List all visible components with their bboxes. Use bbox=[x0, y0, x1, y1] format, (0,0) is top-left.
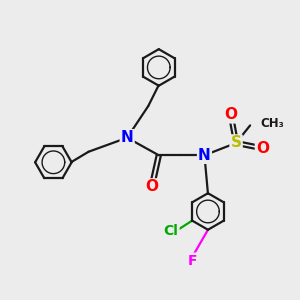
Text: N: N bbox=[198, 148, 211, 163]
Text: F: F bbox=[188, 254, 197, 268]
Text: CH₃: CH₃ bbox=[261, 117, 284, 130]
Text: N: N bbox=[121, 130, 134, 145]
Text: O: O bbox=[224, 107, 237, 122]
Text: Cl: Cl bbox=[164, 224, 178, 238]
Text: S: S bbox=[231, 136, 242, 151]
Text: O: O bbox=[256, 141, 269, 156]
Text: O: O bbox=[145, 179, 158, 194]
